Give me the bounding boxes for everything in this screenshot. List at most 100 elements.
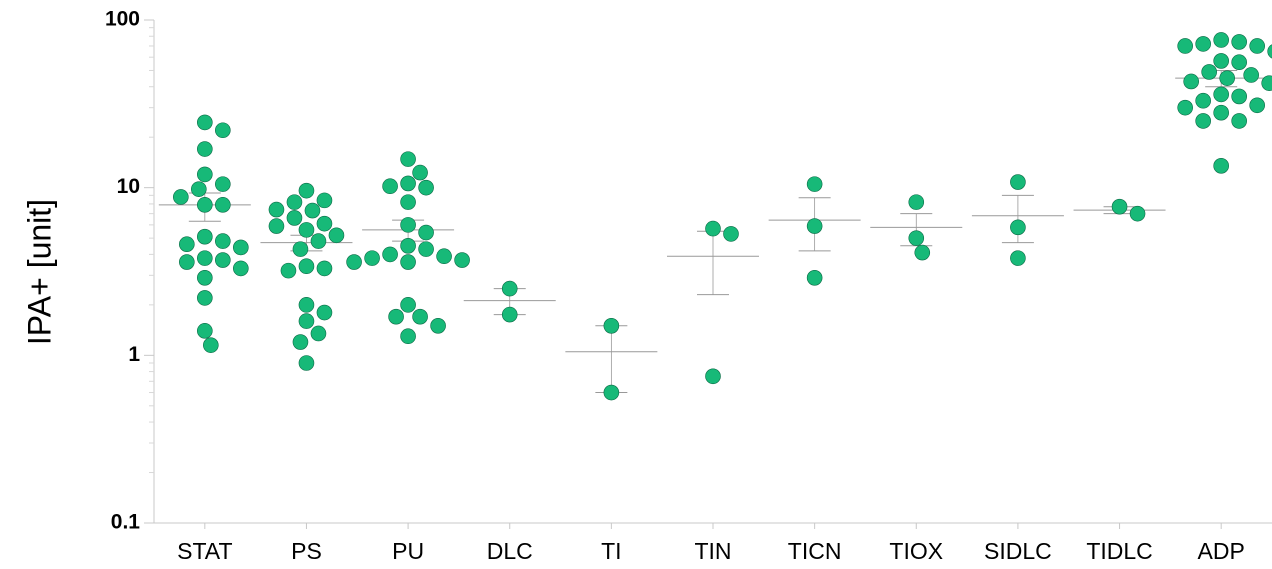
data-point xyxy=(914,244,931,261)
data-point xyxy=(298,182,315,199)
data-point xyxy=(400,175,416,192)
data-point xyxy=(723,226,739,242)
data-point xyxy=(197,250,213,266)
data-point xyxy=(1129,205,1146,222)
data-point xyxy=(298,313,315,329)
data-point xyxy=(400,297,416,313)
data-point xyxy=(418,241,434,257)
data-point xyxy=(346,254,362,270)
data-point xyxy=(400,217,416,233)
data-point xyxy=(215,252,231,268)
data-point xyxy=(328,227,345,244)
data-point xyxy=(197,197,213,213)
data-point xyxy=(280,262,297,279)
data-point xyxy=(1195,113,1211,129)
data-point xyxy=(908,194,925,210)
data-point xyxy=(316,304,333,321)
data-point xyxy=(197,228,213,245)
data-point xyxy=(1231,54,1247,71)
data-point xyxy=(310,325,327,342)
data-point xyxy=(1261,75,1272,91)
data-point xyxy=(436,248,452,265)
data-point xyxy=(806,218,823,234)
x-tick-label: ADP xyxy=(1198,538,1245,564)
data-point xyxy=(191,181,207,197)
data-point xyxy=(1201,64,1217,80)
data-point xyxy=(203,337,219,353)
data-point xyxy=(304,202,321,219)
data-point xyxy=(215,197,231,213)
data-point xyxy=(1195,36,1211,52)
data-point xyxy=(197,114,213,131)
data-point xyxy=(382,246,398,263)
data-point xyxy=(215,176,231,192)
data-point xyxy=(705,368,721,385)
x-tick-label: TIN xyxy=(694,538,731,564)
x-tick-label: STAT xyxy=(177,538,232,564)
data-point xyxy=(418,179,434,196)
data-point xyxy=(705,220,721,237)
data-point xyxy=(430,318,446,334)
data-point xyxy=(1231,88,1247,105)
data-point xyxy=(286,194,303,210)
y-tick-label: 100 xyxy=(105,8,140,31)
data-point xyxy=(400,238,416,254)
data-point xyxy=(215,122,231,139)
data-point xyxy=(292,334,309,350)
x-tick-label: PU xyxy=(392,538,424,564)
data-point xyxy=(400,328,416,345)
data-point xyxy=(286,210,303,226)
data-point xyxy=(268,201,285,218)
data-point xyxy=(179,236,195,253)
y-tick-label: 10 xyxy=(117,175,140,198)
data-point xyxy=(1213,53,1229,69)
data-point xyxy=(197,270,213,286)
data-point xyxy=(1213,158,1229,174)
data-point xyxy=(268,218,285,234)
data-point xyxy=(1010,174,1026,190)
y-tick-label: 1 xyxy=(128,343,140,366)
data-point xyxy=(310,233,327,249)
data-point xyxy=(454,252,470,268)
data-point xyxy=(233,260,249,277)
data-point xyxy=(603,384,620,401)
x-tick-label: SIDLC xyxy=(984,538,1052,564)
data-point xyxy=(388,308,404,325)
x-tick-label: TICN xyxy=(788,538,842,564)
data-point xyxy=(1213,32,1229,48)
data-point xyxy=(173,189,189,205)
data-point xyxy=(603,318,620,334)
data-point xyxy=(197,290,213,306)
data-point xyxy=(233,239,249,256)
y-axis-label: IPA+ [unit] xyxy=(21,199,57,345)
data-point xyxy=(1267,44,1272,59)
data-point xyxy=(400,254,416,270)
data-point xyxy=(197,323,213,339)
data-point xyxy=(1231,34,1247,50)
data-point xyxy=(298,222,315,238)
data-point xyxy=(382,178,398,195)
data-point xyxy=(908,230,925,246)
data-point xyxy=(1213,104,1229,121)
data-point xyxy=(400,151,416,167)
data-point xyxy=(1183,73,1199,90)
x-tick-label: TIDLC xyxy=(1086,538,1152,564)
data-point xyxy=(501,280,518,297)
data-point xyxy=(412,308,428,325)
data-point xyxy=(1195,92,1211,109)
x-tick-label: PS xyxy=(291,538,322,564)
data-point xyxy=(1231,113,1247,129)
data-point xyxy=(1219,70,1235,86)
data-point xyxy=(364,250,380,266)
data-point xyxy=(1177,38,1193,54)
data-point xyxy=(316,192,333,209)
data-point xyxy=(412,164,428,181)
data-point xyxy=(1249,38,1265,54)
data-point xyxy=(1243,67,1259,83)
data-point xyxy=(197,141,213,157)
data-point xyxy=(298,258,315,275)
data-point xyxy=(298,355,315,371)
data-point xyxy=(1010,219,1026,236)
data-point xyxy=(316,215,333,232)
data-point xyxy=(1249,97,1265,114)
